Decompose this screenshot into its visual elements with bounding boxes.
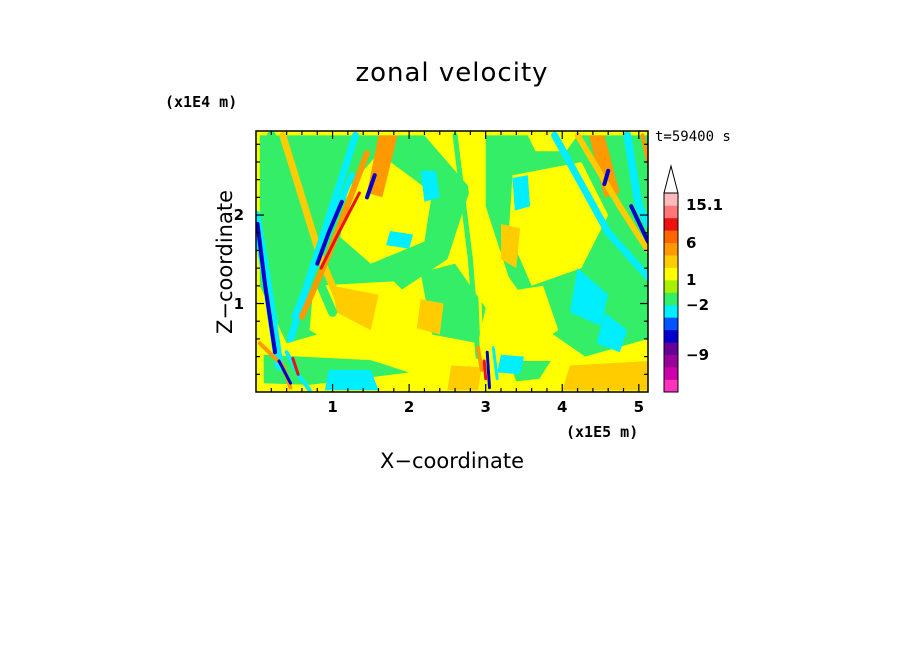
colorbar-swatch bbox=[664, 193, 678, 206]
contour-band-20 bbox=[277, 359, 292, 385]
colorbar-swatch bbox=[664, 230, 678, 244]
contour-band-25 bbox=[482, 359, 488, 381]
contour-band-6 bbox=[315, 199, 344, 266]
colorbar bbox=[663, 164, 679, 393]
colorbar-swatch bbox=[664, 317, 678, 331]
colorbar-swatch bbox=[664, 205, 678, 219]
contour-region-15 bbox=[324, 369, 379, 391]
contour-region-19 bbox=[501, 223, 521, 269]
contour-region-23 bbox=[589, 135, 620, 198]
contour-band-15 bbox=[640, 133, 648, 164]
contour-region-8 bbox=[485, 285, 559, 353]
contour-fields bbox=[256, 131, 648, 392]
x-tick-label: 2 bbox=[403, 398, 415, 416]
chart-title: zonal velocity bbox=[355, 58, 549, 88]
contour-band-23 bbox=[485, 350, 491, 390]
x-tick-label: 3 bbox=[480, 398, 491, 416]
contour-region-11 bbox=[386, 231, 413, 249]
contour-region-13 bbox=[569, 268, 609, 326]
axis-ticks bbox=[256, 131, 648, 392]
contour-band-17 bbox=[461, 133, 484, 350]
plot-frame bbox=[255, 130, 649, 393]
colorbar-label: 15.1 bbox=[686, 196, 724, 215]
y-axis-multiplier: (x1E4 m) bbox=[165, 93, 238, 111]
colorbar-swatch bbox=[664, 267, 678, 281]
x-axis-multiplier: (x1E5 m) bbox=[566, 423, 639, 441]
colorbar-swatch bbox=[664, 354, 678, 368]
x-tick-label: 5 bbox=[633, 398, 645, 416]
x-axis-title: X−coordinate bbox=[380, 449, 524, 473]
contour-band-12 bbox=[623, 131, 648, 228]
contour-band-10 bbox=[551, 131, 648, 281]
contour-band-14 bbox=[629, 204, 648, 244]
colorbar-label: 1 bbox=[686, 271, 697, 290]
contour-region-20 bbox=[447, 365, 482, 391]
colorbar-swatch bbox=[664, 304, 678, 318]
colorbar-swatch bbox=[664, 280, 678, 293]
time-label: t=59400 s bbox=[655, 129, 731, 145]
contour-band-11 bbox=[574, 132, 648, 254]
colorbar-swatch bbox=[664, 342, 678, 355]
contour-band-22 bbox=[476, 345, 484, 372]
contour-band-24 bbox=[491, 346, 499, 381]
contour-region-21 bbox=[562, 361, 648, 391]
contour-band-13 bbox=[602, 168, 611, 187]
colorbar-label: −2 bbox=[686, 295, 710, 314]
y-tick-label: 1 bbox=[233, 294, 244, 313]
colorbar-swatch bbox=[664, 255, 678, 268]
colorbar-swatch bbox=[664, 379, 678, 393]
y-tick-label: 2 bbox=[233, 206, 244, 225]
x-tick-label: 1 bbox=[327, 398, 338, 416]
contour-band-7 bbox=[365, 173, 377, 200]
colorbar-swatch bbox=[664, 329, 678, 343]
contour-band-21 bbox=[291, 356, 300, 376]
contour-region-18 bbox=[416, 299, 444, 335]
contour-region-17 bbox=[332, 285, 379, 331]
colorbar-swatch bbox=[664, 242, 678, 256]
colorbar-label: −9 bbox=[686, 345, 710, 364]
contour-band-1 bbox=[279, 131, 344, 307]
contour-band-4 bbox=[319, 191, 361, 270]
contour-band-16 bbox=[452, 132, 481, 360]
colorbar-swatch bbox=[664, 292, 678, 306]
contour-region-14 bbox=[596, 312, 628, 353]
colorbar-swatch bbox=[664, 217, 678, 231]
colorbar-label: 6 bbox=[686, 233, 697, 252]
contour-band-9 bbox=[256, 221, 278, 355]
contour-region-22 bbox=[367, 135, 398, 198]
x-tick-label: 4 bbox=[557, 398, 568, 416]
contour-region-12 bbox=[512, 175, 531, 211]
contour-region-10 bbox=[420, 170, 440, 202]
colorbar-frame bbox=[663, 192, 679, 393]
contour-region-16 bbox=[497, 354, 524, 375]
colorbar-overflow-arrow bbox=[663, 164, 679, 194]
colorbar-swatch bbox=[664, 367, 678, 380]
